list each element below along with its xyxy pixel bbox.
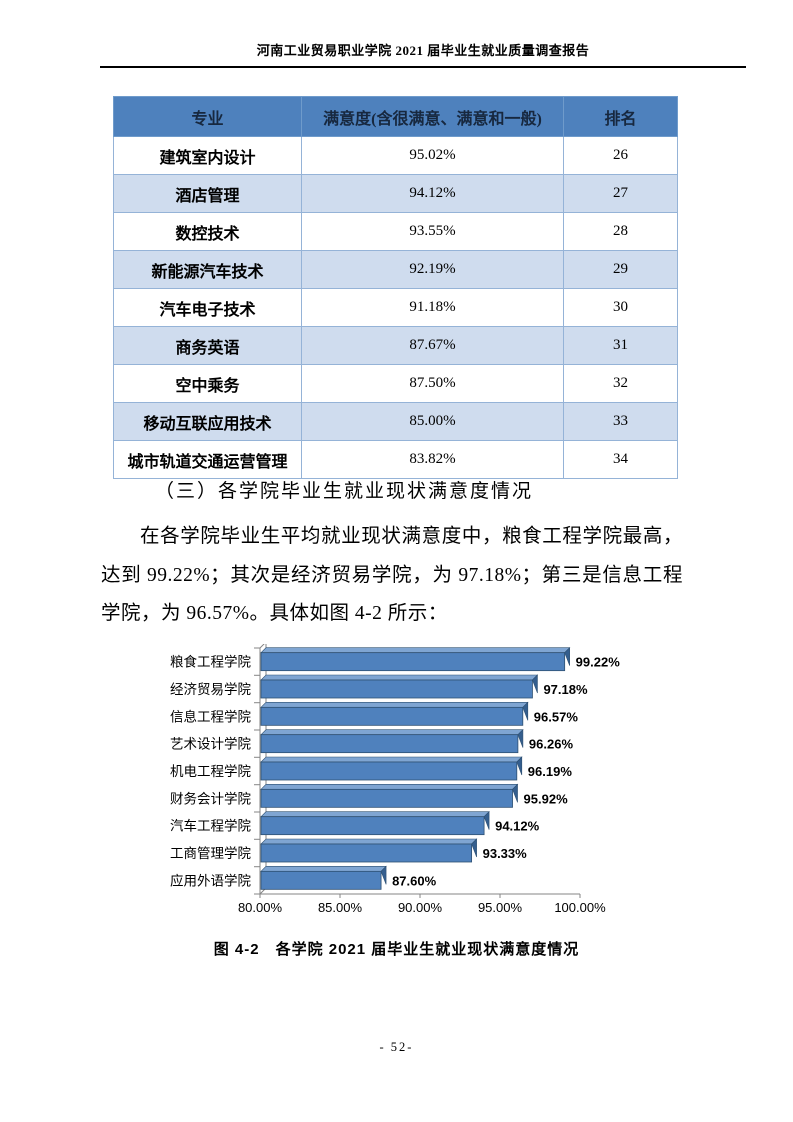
svg-text:94.12%: 94.12% — [495, 819, 540, 834]
rank-value: 30 — [563, 288, 678, 327]
rank-value: 34 — [563, 440, 678, 479]
satisfaction-value: 95.02% — [301, 136, 564, 175]
svg-text:96.19%: 96.19% — [528, 764, 573, 779]
svg-text:财务会计学院: 财务会计学院 — [170, 791, 251, 806]
table-row: 移动互联应用技术 85.00% 33 — [113, 402, 678, 441]
svg-text:粮食工程学院: 粮食工程学院 — [170, 654, 251, 670]
major-name: 城市轨道交通运营管理 — [113, 440, 302, 479]
column-header-major: 专业 — [113, 96, 302, 137]
table-row: 商务英语 87.67% 31 — [113, 326, 678, 365]
majors-satisfaction-table: 专业 满意度(含很满意、满意和一般) 排名 建筑室内设计 95.02% 26 酒店管… — [113, 96, 678, 479]
table-row: 酒店管理 94.12% 27 — [113, 174, 678, 213]
satisfaction-value: 93.55% — [301, 212, 564, 251]
svg-text:85.00%: 85.00% — [318, 900, 363, 915]
major-name: 商务英语 — [113, 326, 302, 365]
rank-value: 28 — [563, 212, 678, 251]
rank-value: 26 — [563, 136, 678, 175]
table-row: 空中乘务 87.50% 32 — [113, 364, 678, 403]
figure-caption: 图 4-2 各学院 2021 届毕业生就业现状满意度情况 — [213, 941, 580, 958]
column-header-satisfaction: 满意度(含很满意、满意和一般) — [301, 96, 564, 137]
svg-text:90.00%: 90.00% — [398, 900, 443, 915]
svg-text:95.92%: 95.92% — [524, 791, 569, 806]
svg-text:经济贸易学院: 经济贸易学院 — [170, 682, 251, 697]
table-row: 建筑室内设计 95.02% 26 — [113, 136, 678, 175]
rank-value: 33 — [563, 402, 678, 441]
page-number: - 52- — [379, 1040, 414, 1054]
svg-text:汽车工程学院: 汽车工程学院 — [170, 818, 251, 834]
svg-text:80.00%: 80.00% — [238, 900, 283, 915]
running-header: 河南工业贸易职业学院 2021 届毕业生就业质量调查报告 — [100, 40, 746, 68]
table-header-row: 专业 满意度(含很满意、满意和一般) 排名 — [113, 96, 678, 137]
satisfaction-value: 87.67% — [301, 326, 564, 365]
major-name: 新能源汽车技术 — [113, 250, 302, 289]
satisfaction-value: 85.00% — [301, 402, 564, 441]
table-row: 城市轨道交通运营管理 83.82% 34 — [113, 440, 678, 479]
major-name: 汽车电子技术 — [113, 288, 302, 327]
table-row: 数控技术 93.55% 28 — [113, 212, 678, 251]
svg-text:93.33%: 93.33% — [483, 846, 528, 861]
rank-value: 27 — [563, 174, 678, 213]
table-row: 新能源汽车技术 92.19% 29 — [113, 250, 678, 289]
major-name: 数控技术 — [113, 212, 302, 251]
satisfaction-value: 87.50% — [301, 364, 564, 403]
column-header-rank: 排名 — [563, 96, 678, 137]
svg-text:应用外语学院: 应用外语学院 — [170, 872, 251, 888]
major-name: 移动互联应用技术 — [113, 402, 302, 441]
major-name: 建筑室内设计 — [113, 136, 302, 175]
svg-text:97.18%: 97.18% — [543, 682, 588, 697]
svg-text:99.22%: 99.22% — [576, 655, 621, 670]
svg-text:机电工程学院: 机电工程学院 — [170, 764, 251, 779]
body-paragraph: 在各学院毕业生平均就业现状满意度中，粮食工程学院最高，达到 99.22%；其次是… — [101, 526, 683, 624]
svg-text:96.26%: 96.26% — [529, 737, 574, 752]
rank-value: 32 — [563, 364, 678, 403]
table-row: 汽车电子技术 91.18% 30 — [113, 288, 678, 327]
satisfaction-value: 83.82% — [301, 440, 564, 479]
satisfaction-value: 94.12% — [301, 174, 564, 213]
document-title: 河南工业贸易职业学院 2021 届毕业生就业质量调查报告 — [256, 43, 590, 58]
satisfaction-value: 91.18% — [301, 288, 564, 327]
satisfaction-value: 92.19% — [301, 250, 564, 289]
svg-text:信息工程学院: 信息工程学院 — [170, 708, 251, 724]
svg-text:艺术设计学院: 艺术设计学院 — [170, 737, 251, 752]
rank-value: 29 — [563, 250, 678, 289]
section-heading: （三）各学院毕业生就业现状满意度情况 — [155, 481, 534, 502]
svg-text:95.00%: 95.00% — [478, 900, 523, 915]
svg-text:工商管理学院: 工商管理学院 — [170, 846, 251, 861]
svg-text:96.57%: 96.57% — [534, 709, 579, 724]
major-name: 酒店管理 — [113, 174, 302, 213]
svg-text:100.00%: 100.00% — [554, 900, 606, 915]
major-name: 空中乘务 — [113, 364, 302, 403]
satisfaction-bar-chart: 80.00% 85.00% 90.00% 95.00% 100.00% 99.22% 粮食工… — [142, 640, 652, 916]
rank-value: 31 — [563, 326, 678, 365]
svg-text:87.60%: 87.60% — [392, 873, 437, 888]
